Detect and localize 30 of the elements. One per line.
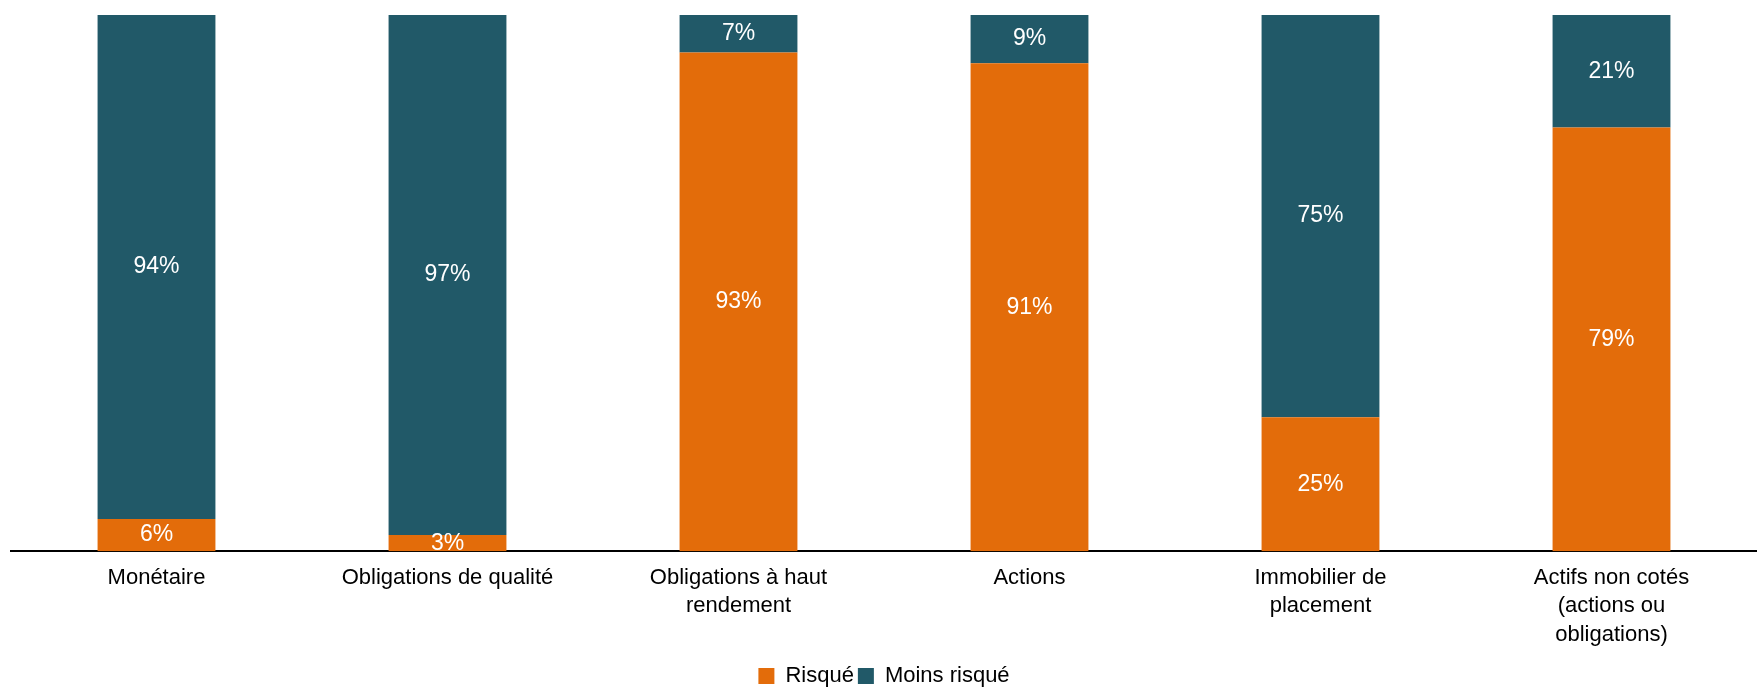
- data-label: 79%: [1588, 324, 1635, 351]
- x-tick-label: Obligations à haut rendement: [649, 563, 828, 618]
- bar: [1552, 15, 1671, 128]
- data-label: 94%: [133, 252, 180, 279]
- data-label: 91%: [1006, 292, 1053, 319]
- data-label: 7%: [721, 19, 756, 46]
- data-label: 21%: [1588, 56, 1635, 83]
- x-tick-label: Obligations de qualité: [341, 563, 554, 589]
- bar: [1261, 417, 1380, 552]
- data-label: 6%: [139, 520, 174, 547]
- data-label: 25%: [1297, 469, 1344, 496]
- bar: [679, 15, 798, 53]
- legend-label: Risqué: [785, 662, 854, 688]
- data-label: 3%: [430, 528, 465, 555]
- data-label: 97%: [424, 260, 471, 287]
- bar: [1261, 15, 1380, 418]
- x-tick-label: Monétaire: [107, 563, 206, 589]
- x-tick-label: Actifs non cotés (actions ou obligations): [1533, 563, 1690, 646]
- bar: [97, 519, 216, 552]
- data-label: 9%: [1012, 24, 1047, 51]
- bar: [970, 63, 1089, 552]
- data-label: 75%: [1297, 201, 1344, 228]
- bar: [97, 15, 216, 520]
- legend-label: Moins risqué: [884, 662, 1010, 688]
- x-tick-label: Actions: [993, 563, 1066, 589]
- bar: [1552, 127, 1671, 552]
- x-tick-label: Immobilier de placement: [1254, 563, 1387, 618]
- bar: [970, 15, 1089, 64]
- data-label: 93%: [715, 287, 762, 314]
- bar: [679, 52, 798, 552]
